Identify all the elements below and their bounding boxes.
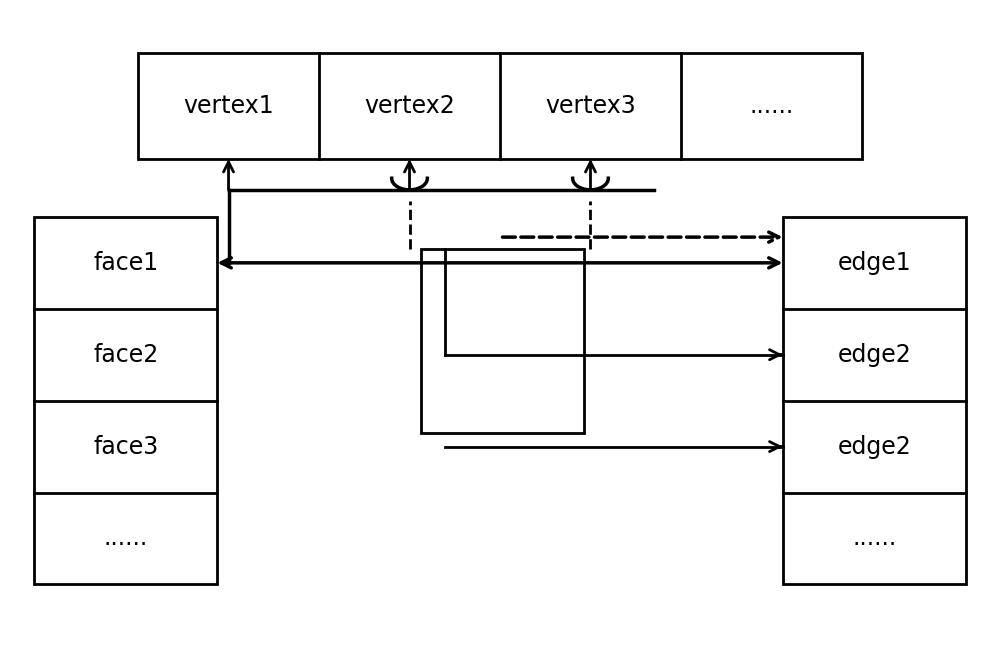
Text: vertex1: vertex1 (183, 93, 274, 118)
Bar (783, 217, 966, 584)
Text: face1: face1 (93, 251, 158, 275)
Text: face3: face3 (93, 434, 158, 458)
Text: edge2: edge2 (837, 343, 911, 367)
Bar (421, 249, 584, 433)
Text: ......: ...... (104, 526, 148, 550)
Text: vertex2: vertex2 (364, 93, 455, 118)
Text: ......: ...... (852, 526, 896, 550)
Text: edge1: edge1 (838, 251, 911, 275)
Bar (34, 217, 217, 584)
Text: vertex3: vertex3 (545, 93, 636, 118)
Text: ......: ...... (749, 93, 794, 118)
Text: edge2: edge2 (837, 434, 911, 458)
Text: face2: face2 (93, 343, 158, 367)
Bar (138, 52, 862, 159)
